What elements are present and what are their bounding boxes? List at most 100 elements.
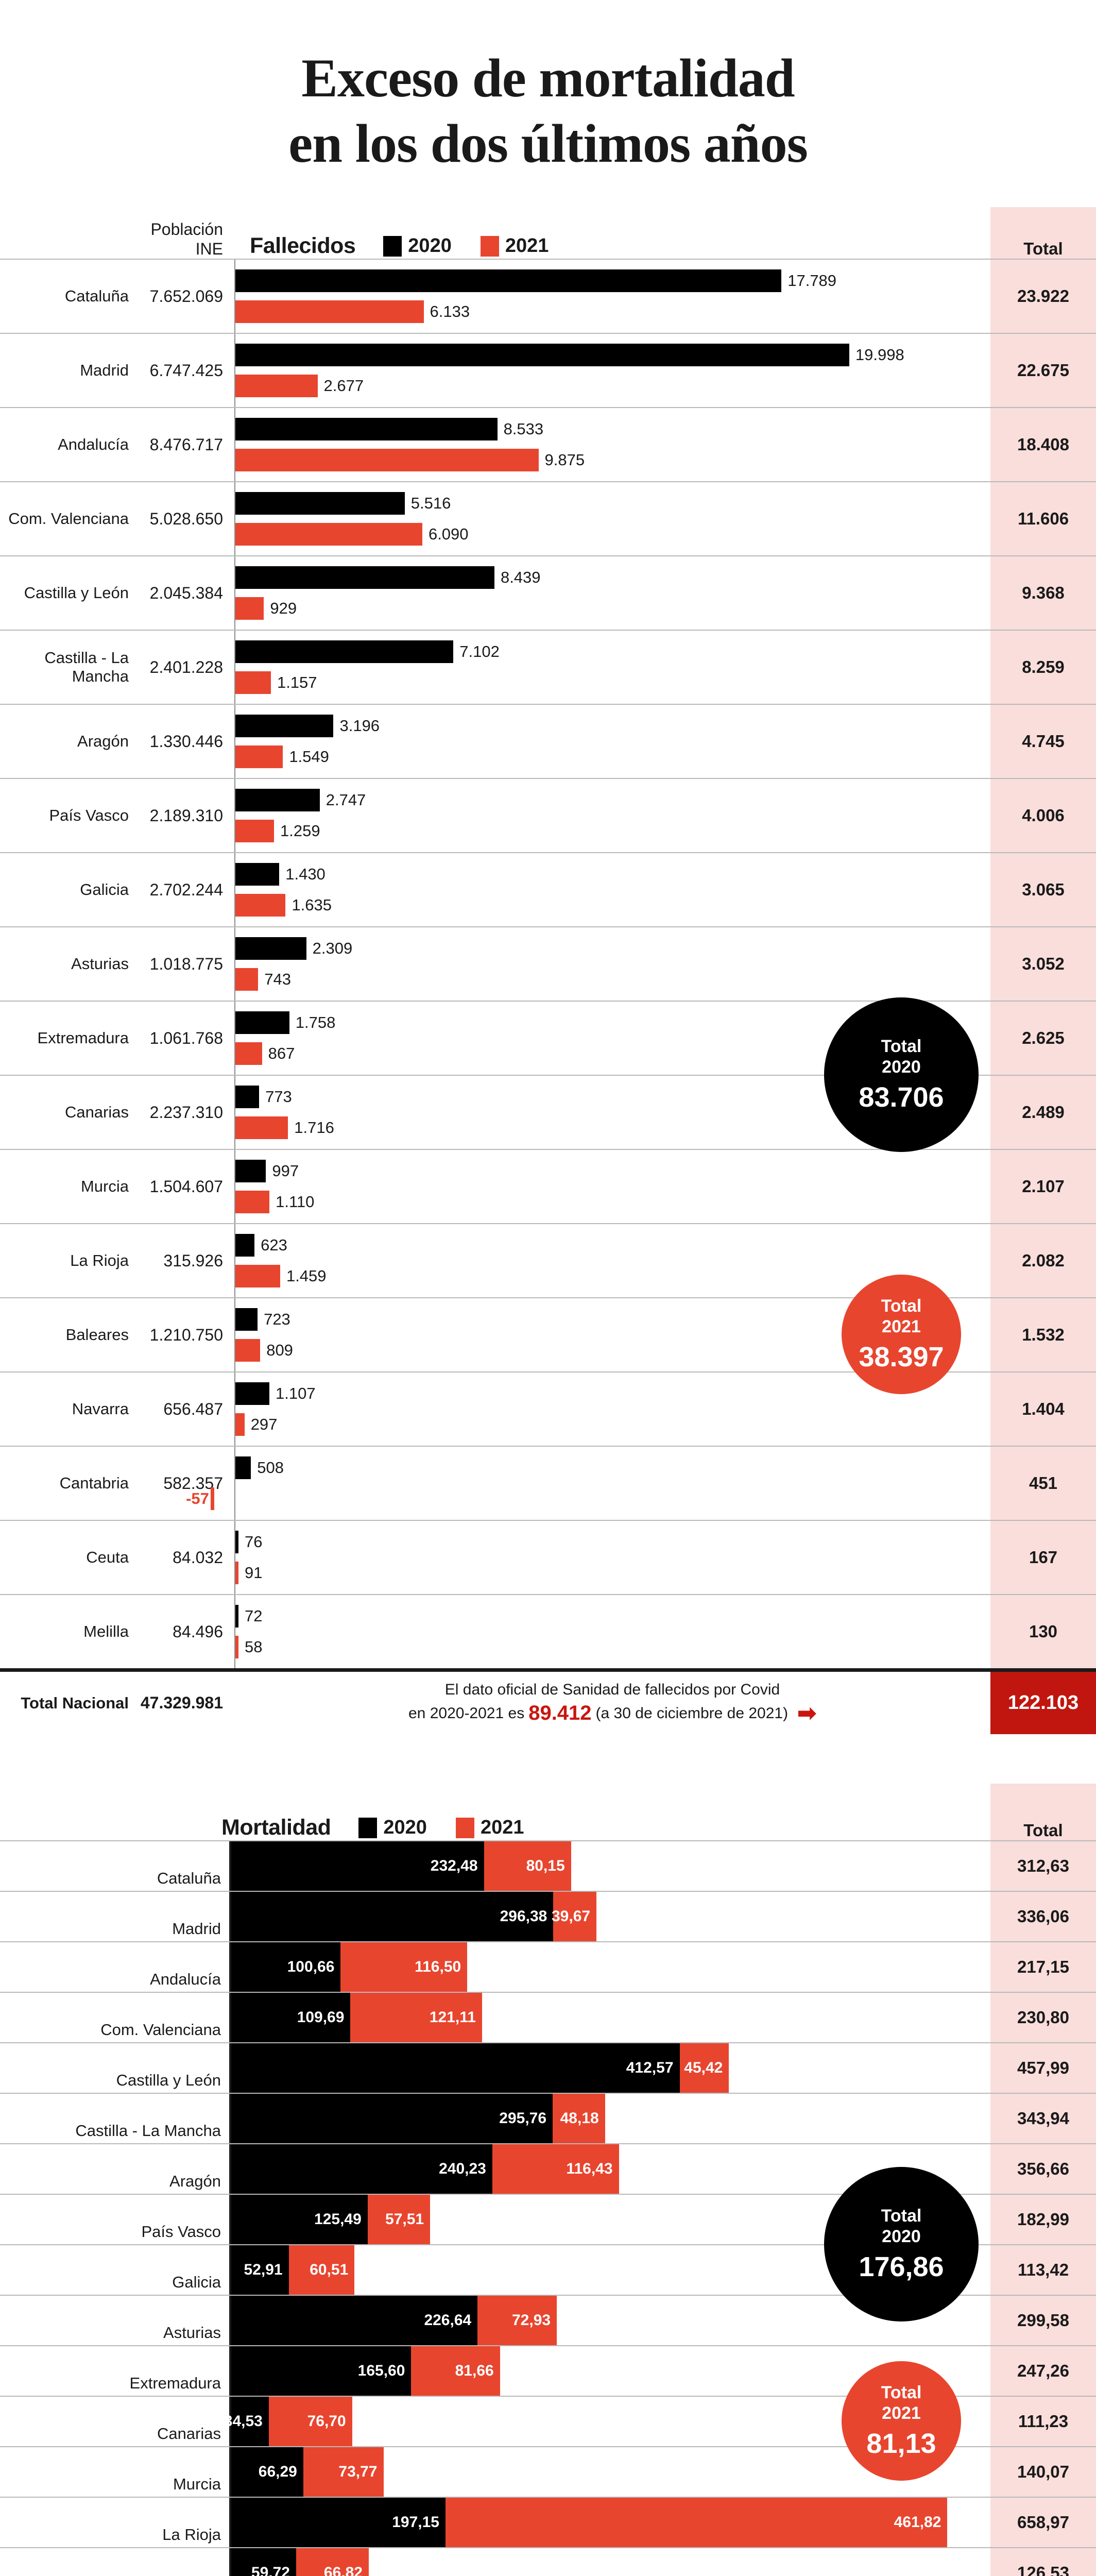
table-row: Galicia 52,91 60,51 113,42 xyxy=(0,2244,1096,2295)
table-row: Aragón 1.330.446 3.196 1.549 4.745 xyxy=(0,704,1096,778)
region-total: 130 xyxy=(1029,1622,1058,1641)
sanidad-note: El dato oficial de Sanidad de fallecidos… xyxy=(234,1672,990,1734)
region-population: 2.401.228 xyxy=(149,657,223,676)
bar-line-2021: 929 xyxy=(235,595,990,622)
segment-2020: 52,91 xyxy=(231,2245,289,2295)
table-row: Murcia 66,29 73,77 140,07 xyxy=(0,2446,1096,2497)
region-name: Com. Valenciana xyxy=(100,2021,221,2039)
bar-value-2021: 6.133 xyxy=(430,302,470,321)
segment-2021: 48,18 xyxy=(553,2094,605,2144)
circle-2020-value: 83.706 xyxy=(859,1082,944,1113)
bar-value-2021: -57 xyxy=(186,1489,209,1508)
segment-value-2020: 295,76 xyxy=(499,2110,547,2127)
bar-cell: 8.533 9.875 xyxy=(234,408,990,482)
circle2-2021-label-line1: Total xyxy=(881,2383,922,2403)
circle2-2021-label-line2: 2021 xyxy=(882,2403,921,2424)
table-row: Castilla y León 412,57 45,42 457,99 xyxy=(0,2042,1096,2093)
legend-label-2020: 2020 xyxy=(408,235,452,257)
region-population: 5.028.650 xyxy=(149,509,223,528)
bar-value-2020: 2.747 xyxy=(326,791,366,809)
table-row: País Vasco 125,49 57,51 182,99 xyxy=(0,2194,1096,2245)
segment-2020: 232,48 xyxy=(231,1841,484,1891)
region-name: Baleares xyxy=(65,1326,129,1344)
bar-cell: 17.789 6.133 xyxy=(234,260,990,333)
segment-value-2021: 73,77 xyxy=(338,2463,378,2481)
region-name: Extremadura xyxy=(129,2374,221,2393)
region-total: 4.745 xyxy=(1022,732,1065,751)
bar-line-2020: 17.789 xyxy=(235,267,990,295)
region-population: 6.747.425 xyxy=(149,361,223,380)
region-total: 113,42 xyxy=(1017,2260,1069,2280)
bar-line-2021: 297 xyxy=(235,1411,990,1438)
bar-cell: 1.107 297 xyxy=(234,1372,990,1446)
bar-cell: 723 809 xyxy=(234,1298,990,1372)
region-total: 356,66 xyxy=(1017,2159,1069,2179)
table-row: Murcia 1.504.607 997 1.110 2.107 xyxy=(0,1149,1096,1224)
stacked-bar: 226,64 72,93 xyxy=(231,2296,557,2346)
segment-2021: 116,43 xyxy=(492,2144,619,2194)
region-population: 2.702.244 xyxy=(149,880,223,899)
bar-2021 xyxy=(235,1265,280,1288)
mortalidad-rows: Cataluña 232,48 80,15 312,63 Madrid 296,38 39,… xyxy=(0,1840,1096,2576)
segment-2020: 412,57 xyxy=(231,2043,680,2093)
segment-2021: 72,93 xyxy=(477,2296,557,2346)
bar-2021 xyxy=(210,1487,214,1511)
table-row: Cataluña 7.652.069 17.789 6.133 23.922 xyxy=(0,259,1096,333)
segment-2020: 295,76 xyxy=(231,2094,553,2144)
region-total: 18.408 xyxy=(1017,435,1069,454)
bar-line-2021: 1.459 xyxy=(235,1262,990,1290)
bar-line-2021: 1.110 xyxy=(235,1188,990,1216)
region-population: 1.018.775 xyxy=(149,954,223,973)
bar-2020 xyxy=(235,640,454,664)
bar-2021 xyxy=(235,1562,238,1585)
sanidad-note-pre: en 2020-2021 es xyxy=(408,1704,525,1722)
stacked-bar: 100,66 116,50 xyxy=(231,1942,468,1992)
total-column-header-2: Total xyxy=(1023,1821,1063,1840)
legend2-swatch-black-icon xyxy=(358,1817,378,1838)
legend-swatch-red-icon xyxy=(480,235,499,257)
region-total: 23.922 xyxy=(1017,286,1069,306)
bar-value-2021: 929 xyxy=(270,599,297,618)
bar-2021 xyxy=(235,375,318,398)
region-name: Com. Valenciana xyxy=(8,510,129,528)
region-total: 2.625 xyxy=(1022,1028,1065,1048)
segment-2021: 73,77 xyxy=(303,2447,384,2497)
region-name: La Rioja xyxy=(70,1251,129,1270)
segment-2020: 165,60 xyxy=(231,2346,412,2396)
table-row: Andalucía 100,66 116,50 217,15 xyxy=(0,1941,1096,1992)
bar-line-2020: 1.758 xyxy=(235,1009,990,1037)
table-row: Canarias 2.237.310 773 1.716 2.489 xyxy=(0,1075,1096,1149)
table-row: Com. Valenciana 5.028.650 5.516 6.090 11.606 xyxy=(0,481,1096,556)
page-title: Exceso de mortalidad en los dos últimos … xyxy=(0,0,1096,176)
region-name: Cantabria xyxy=(59,1474,129,1493)
legend2-label-2021: 2021 xyxy=(480,1817,524,1839)
segment-2020: 109,69 xyxy=(231,1993,351,2043)
bar-line-2021: 1.716 xyxy=(235,1114,990,1142)
table-row: Navarra 656.487 1.107 297 1.404 xyxy=(0,1371,1096,1446)
table-row: Baleares 1.210.750 723 809 1.532 xyxy=(0,1297,1096,1372)
bar-line-2020: 19.998 xyxy=(235,341,990,369)
bar-cell: 52,91 60,51 xyxy=(229,2245,990,2295)
segment-2021: 76,70 xyxy=(268,2397,352,2447)
bar-2020 xyxy=(235,1456,251,1480)
stacked-bar: 296,38 39,67 xyxy=(231,1892,597,1942)
bar-line-2021: 6.133 xyxy=(235,298,990,326)
bar-value-2020: 2.309 xyxy=(312,939,353,958)
region-name: Galicia xyxy=(80,880,129,899)
total-nacional-label: Total Nacional xyxy=(21,1693,129,1712)
sanidad-note-figure: 89.412 xyxy=(528,1702,592,1725)
bar-2021 xyxy=(235,1413,245,1436)
segment-2020: 240,23 xyxy=(231,2144,492,2194)
region-population: 315.926 xyxy=(163,1251,223,1270)
region-name: Asturias xyxy=(71,955,129,973)
total-nacional-value: 122.103 xyxy=(990,1672,1096,1735)
sanidad-note-line2: en 2020-2021 es 89.412 (a 30 de ciciembr… xyxy=(408,1700,816,1726)
segment-value-2021: 81,66 xyxy=(455,2362,494,2380)
region-total: 2.082 xyxy=(1022,1251,1065,1270)
fallecidos-section-title: Fallecidos xyxy=(250,233,356,259)
total-column-band-2 xyxy=(990,1784,1096,2576)
region-name: Canarias xyxy=(64,1103,129,1122)
segment-2021: 60,51 xyxy=(288,2245,355,2295)
title-line-1: Exceso de mortalidad xyxy=(301,48,795,108)
total-2021-circle-2: Total 2021 81,13 xyxy=(842,2361,961,2481)
